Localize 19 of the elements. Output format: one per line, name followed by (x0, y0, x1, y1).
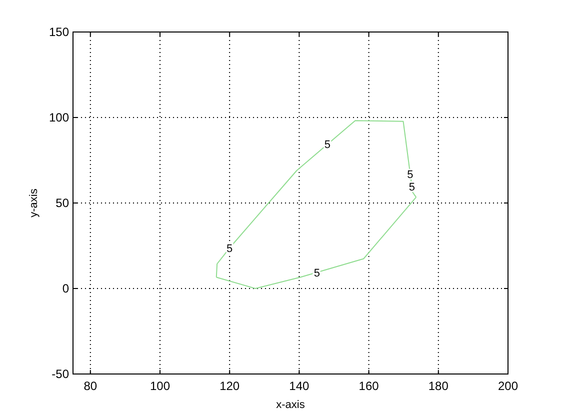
annotation: 5 (407, 168, 414, 181)
annotation: 5 (324, 139, 330, 152)
y-tick-label: 50 (56, 196, 70, 210)
annotation: 5 (408, 181, 416, 194)
x-tick-label: 200 (498, 379, 518, 393)
x-tick-label: 180 (428, 379, 449, 393)
x-axis-title: x-axis (276, 399, 306, 411)
y-axis-title: y-axis (28, 188, 40, 218)
y-tick-label: 150 (48, 25, 70, 40)
x-tick-label: 160 (358, 379, 380, 393)
annotation: 5 (314, 267, 320, 280)
x-tick-label: 140 (289, 379, 310, 393)
x-tick-label: 120 (220, 379, 240, 393)
y-tick-label: 100 (48, 110, 70, 125)
annotation: 5 (226, 242, 233, 255)
y-tick-label: 0 (62, 282, 70, 296)
x-tick-label: 100 (150, 379, 170, 393)
y-tick-label: -50 (52, 367, 70, 382)
x-tick-label: 80 (84, 379, 98, 393)
